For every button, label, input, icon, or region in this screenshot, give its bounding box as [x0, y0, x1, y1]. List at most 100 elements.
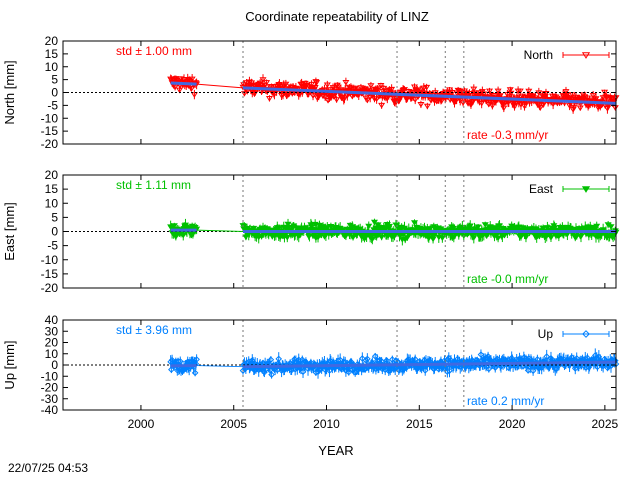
north-marker [499, 102, 507, 109]
east-segment-connector [196, 229, 244, 232]
north-x-ticks [140, 41, 606, 144]
north-marker [380, 85, 388, 92]
north-marker [506, 87, 514, 93]
east-marker [283, 234, 291, 241]
east-y-tick-label: -20 [41, 281, 59, 295]
east-marker [474, 224, 482, 231]
north-data-point [488, 101, 496, 110]
east-y-axis-label: East [mm] [2, 202, 17, 261]
east-marker [455, 232, 463, 239]
up-marker [389, 356, 396, 363]
north-marker [342, 79, 350, 86]
north-marker [542, 91, 550, 97]
north-data-point [340, 92, 348, 104]
up-marker [477, 351, 485, 358]
north-marker [599, 95, 607, 101]
east-y-tick-label: -15 [41, 267, 59, 281]
north-marker [446, 87, 454, 93]
north-marker [187, 86, 195, 92]
north-marker [411, 97, 419, 103]
east-marker [368, 236, 376, 243]
east-data-point [283, 232, 291, 243]
north-legend: North [524, 48, 610, 62]
north-marker [377, 83, 385, 89]
north-marker [486, 88, 494, 95]
up-data-point [345, 368, 353, 376]
north-marker [321, 94, 329, 101]
north-data-point [423, 83, 431, 91]
east-data-point [481, 221, 489, 228]
east-legend: East [529, 182, 610, 196]
east-marker [179, 232, 187, 239]
up-data-point [359, 352, 366, 365]
up-marker [364, 355, 371, 363]
north-rate-label: rate -0.3 mm/yr [467, 128, 548, 142]
north-data-point [187, 86, 195, 92]
east-data-point [365, 221, 373, 231]
north-marker [508, 94, 516, 100]
north-marker [536, 105, 544, 111]
north-y-tick-label: -15 [41, 124, 59, 138]
east-y-tick-label: -10 [41, 253, 59, 267]
up-data-point [389, 355, 396, 364]
north-y-tick-label: 5 [51, 73, 58, 87]
north-data-point [417, 100, 425, 109]
north-fit-segment [242, 86, 617, 105]
east-data-point [429, 234, 437, 244]
east-marker [577, 233, 585, 240]
north-marker [592, 96, 600, 102]
north-marker [265, 96, 273, 102]
east-marker [385, 223, 393, 230]
east-y-tick-label: 15 [45, 182, 59, 196]
east-marker [466, 223, 474, 230]
north-marker [319, 93, 327, 100]
north-legend-marker [581, 52, 591, 59]
north-data-point [470, 84, 478, 94]
east-marker [496, 223, 504, 230]
east-marker [494, 235, 502, 242]
north-marker [507, 90, 515, 97]
north-marker [423, 103, 431, 110]
north-y-tick-label: 20 [45, 34, 59, 48]
east-marker [403, 235, 411, 241]
north-marker [240, 91, 248, 97]
east-data-point [378, 233, 386, 241]
north-data-point [570, 104, 578, 111]
north-marker [552, 94, 560, 101]
north-marker [263, 80, 271, 86]
north-marker [268, 84, 276, 90]
east-data-point [547, 232, 555, 242]
east-data-point [410, 219, 418, 226]
up-marker [299, 356, 306, 363]
north-data-point [536, 104, 544, 111]
north-marker [270, 91, 278, 98]
up-marker [543, 353, 550, 360]
up-marker [336, 356, 344, 364]
north-marker [373, 96, 381, 103]
east-marker [593, 223, 601, 230]
north-marker [478, 100, 486, 107]
north-marker [570, 105, 578, 111]
north-data-point [411, 95, 419, 105]
up-marker [267, 356, 275, 363]
north-marker [313, 80, 321, 86]
north-marker [171, 84, 179, 91]
east-y-tick-label: -5 [47, 239, 58, 253]
north-marker [459, 100, 467, 106]
east-data-point [438, 232, 446, 243]
east-marker [365, 223, 373, 230]
north-marker [603, 95, 611, 101]
east-marker [551, 225, 559, 231]
north-marker [260, 82, 268, 89]
north-marker [374, 86, 382, 93]
north-marker [488, 103, 496, 109]
up-marker [193, 356, 200, 363]
north-data-point [263, 79, 271, 86]
north-data-point [367, 81, 375, 90]
up-marker [248, 357, 256, 364]
north-marker [181, 79, 189, 85]
north-data-point [374, 85, 382, 93]
north-marker [340, 95, 348, 102]
